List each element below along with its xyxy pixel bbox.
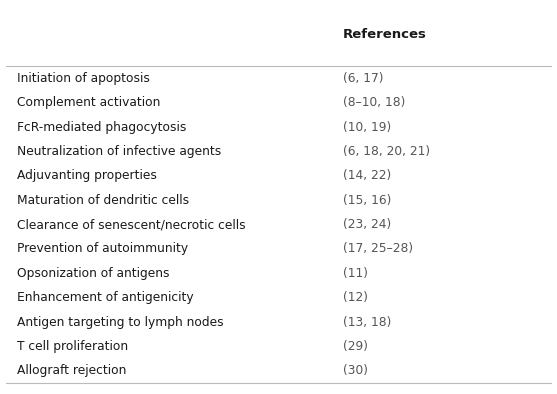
Text: (29): (29) (343, 340, 368, 353)
Text: (15, 16): (15, 16) (343, 194, 391, 207)
Text: (12): (12) (343, 291, 368, 304)
Text: Initiation of apoptosis: Initiation of apoptosis (17, 72, 150, 85)
Text: Prevention of autoimmunity: Prevention of autoimmunity (17, 242, 188, 255)
Text: (6, 18, 20, 21): (6, 18, 20, 21) (343, 145, 429, 158)
Text: Clearance of senescent/necrotic cells: Clearance of senescent/necrotic cells (17, 218, 245, 231)
Text: Enhancement of antigenicity: Enhancement of antigenicity (17, 291, 193, 304)
Text: Adjuvanting properties: Adjuvanting properties (17, 169, 157, 182)
Text: Allograft rejection: Allograft rejection (17, 364, 126, 377)
Text: Complement activation: Complement activation (17, 96, 160, 109)
Text: Opsonization of antigens: Opsonization of antigens (17, 267, 169, 280)
Text: References: References (343, 28, 427, 41)
Text: Antigen targeting to lymph nodes: Antigen targeting to lymph nodes (17, 316, 223, 329)
Text: (6, 17): (6, 17) (343, 72, 383, 85)
Text: (11): (11) (343, 267, 368, 280)
Text: (30): (30) (343, 364, 368, 377)
Text: FcR-mediated phagocytosis: FcR-mediated phagocytosis (17, 121, 186, 134)
Text: (8–10, 18): (8–10, 18) (343, 96, 405, 109)
Text: Maturation of dendritic cells: Maturation of dendritic cells (17, 194, 189, 207)
Text: T cell proliferation: T cell proliferation (17, 340, 128, 353)
Text: (10, 19): (10, 19) (343, 121, 391, 134)
Text: (13, 18): (13, 18) (343, 316, 391, 329)
Text: (14, 22): (14, 22) (343, 169, 391, 182)
Text: (23, 24): (23, 24) (343, 218, 391, 231)
Text: Neutralization of infective agents: Neutralization of infective agents (17, 145, 221, 158)
Text: (17, 25–28): (17, 25–28) (343, 242, 413, 255)
